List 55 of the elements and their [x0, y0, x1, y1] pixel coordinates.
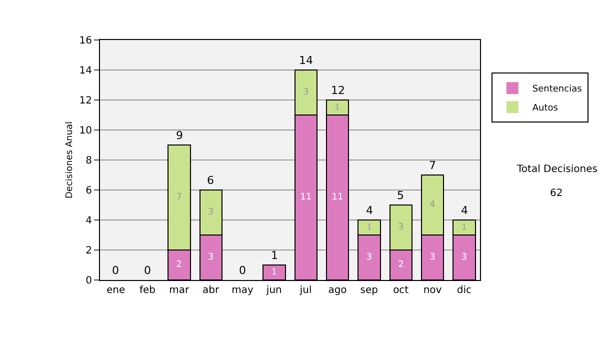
y-tick-label: 8 — [86, 156, 92, 166]
data-label: 1 — [272, 266, 277, 276]
x-tick-label: oct — [393, 285, 409, 296]
y-tick-label: 6 — [86, 186, 92, 196]
x-tick-label: may — [232, 285, 254, 296]
x-tick-label: dic — [456, 285, 472, 296]
data-label: 3 — [208, 208, 214, 218]
data-label: 7 — [176, 192, 182, 202]
legend-label: Sentencias — [532, 84, 582, 95]
y-tick-label: 2 — [86, 246, 92, 256]
y-tick-label: 4 — [86, 216, 92, 226]
total-label: 1 — [271, 249, 278, 262]
data-label: 11 — [300, 192, 312, 202]
x-tick-label: ene — [106, 285, 126, 296]
y-tick-label: 14 — [79, 66, 92, 76]
y-tick-label: 10 — [79, 126, 92, 136]
data-label: 2 — [176, 260, 182, 270]
x-tick-label: mar — [169, 285, 190, 296]
x-tick-label: jul — [298, 285, 312, 296]
x-tick-label: nov — [423, 285, 442, 296]
total-label: 4 — [461, 204, 468, 217]
data-label: 1 — [366, 221, 372, 232]
y-tick-label: 12 — [79, 96, 92, 106]
data-label: 3 — [366, 252, 372, 262]
total-label: 7 — [429, 159, 436, 172]
y-axis-title: Decisiones Anual — [65, 122, 75, 198]
data-label: 4 — [430, 200, 436, 210]
legend-label: Autos — [532, 104, 558, 114]
total-label: 4 — [366, 204, 373, 217]
total-label: 6 — [207, 174, 214, 187]
data-label: 3 — [302, 88, 309, 98]
total-label: 0 — [144, 264, 151, 277]
data-label: 1 — [334, 101, 340, 112]
x-tick-label: ago — [328, 285, 347, 296]
x-tick-label: sep — [360, 285, 378, 296]
total-label: 5 — [397, 189, 404, 202]
total-label: 0 — [112, 264, 119, 277]
total-label: 14 — [299, 54, 313, 67]
x-tick-label: jun — [265, 285, 282, 296]
x-tick-label: feb — [139, 285, 156, 296]
x-tick-label: abr — [202, 285, 220, 296]
total-label: 12 — [331, 84, 345, 97]
y-tick-label: 0 — [86, 276, 92, 286]
y-tick-label: 16 — [79, 36, 92, 46]
data-label: 3 — [208, 252, 214, 262]
data-label: 3 — [461, 252, 468, 262]
total-label: 9 — [176, 129, 183, 142]
text: 62 — [550, 188, 563, 199]
total-label: 0 — [239, 264, 246, 277]
data-label: 2 — [398, 260, 404, 270]
data-label: 3 — [398, 222, 404, 232]
data-label: 11 — [332, 192, 344, 202]
text: Total Decisiones — [516, 164, 598, 175]
data-label: 1 — [462, 221, 467, 232]
data-label: 3 — [430, 252, 436, 262]
